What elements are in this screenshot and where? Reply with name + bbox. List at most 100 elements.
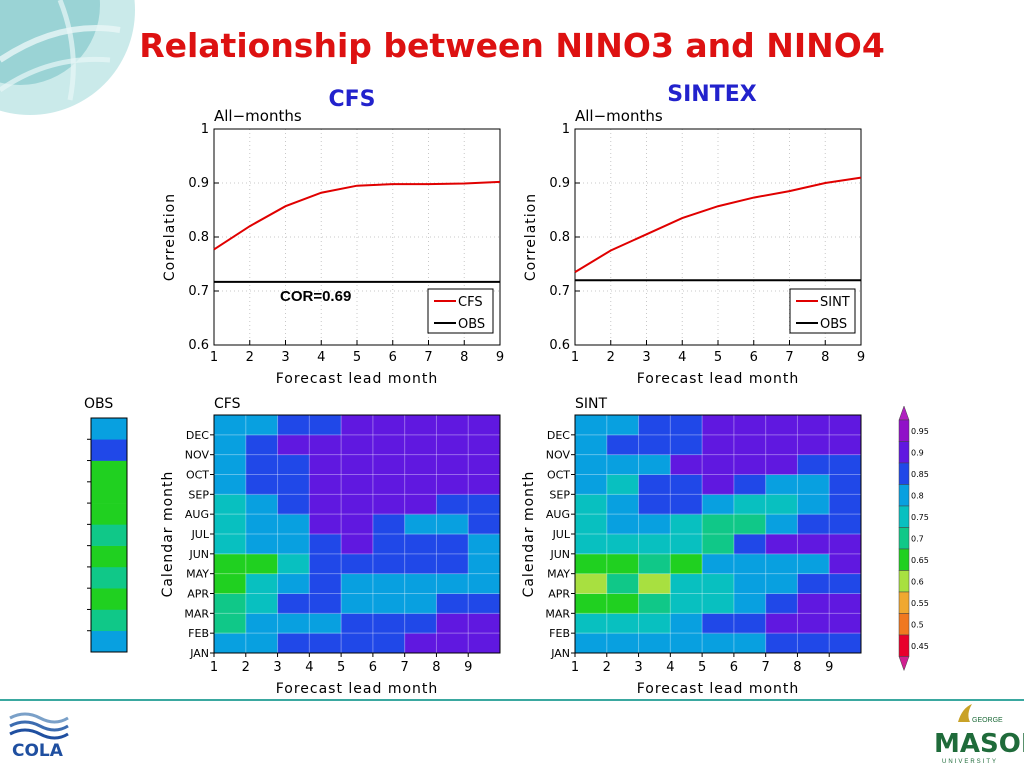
heatmap-cell: [404, 553, 437, 574]
x-axis-label: Forecast lead month: [276, 681, 439, 697]
legend-label: CFS: [458, 295, 483, 310]
heatmap-cell: [309, 534, 342, 555]
series-line-sint: [574, 176, 862, 273]
x-tick-label: 5: [353, 350, 361, 365]
x-tick-label: 6: [389, 350, 397, 365]
heatmap-cell: [341, 434, 374, 455]
x-tick-label: 1: [210, 350, 218, 365]
x-tick-label: 3: [634, 660, 642, 675]
x-tick-label: 7: [785, 350, 793, 365]
heatmap-cell: [309, 613, 342, 634]
heatmap-cell: [214, 633, 247, 654]
obs-cell: [91, 503, 127, 525]
heatmap-cell: [606, 415, 639, 436]
x-tick-label: 5: [698, 660, 706, 675]
y-tick-label: JUN: [188, 548, 209, 561]
heatmap-cell: [372, 494, 405, 515]
colorbar-segment: [898, 462, 910, 485]
y-tick-label: MAR: [545, 607, 570, 620]
heatmap-cell: [214, 434, 247, 455]
heatmap-cell: [245, 494, 278, 515]
x-tick-label: 2: [242, 660, 250, 675]
heatmap-cell: [765, 454, 798, 475]
heatmap-cell: [245, 534, 278, 555]
heatmap-cell: [829, 415, 862, 436]
x-tick-label: 3: [642, 350, 650, 365]
y-tick-label: 0.8: [549, 230, 570, 245]
heatmap-cell: [309, 494, 342, 515]
heatmap-cell: [372, 613, 405, 634]
x-tick-label: 7: [401, 660, 409, 675]
heatmap-cell: [575, 494, 608, 515]
x-tick-label: 2: [607, 350, 615, 365]
heatmap-cell: [733, 573, 766, 594]
y-axis-label: Calendar month: [160, 471, 176, 598]
heatmap-cell: [277, 514, 310, 535]
heatmap-cell: [765, 573, 798, 594]
heatmap-cell: [245, 415, 278, 436]
heatmap-cell: [765, 494, 798, 515]
heatmap-cell: [575, 474, 608, 495]
heatmap-cell: [214, 534, 247, 555]
x-tick-label: 5: [714, 350, 722, 365]
heatmap-cell: [436, 534, 469, 555]
heatmap-cell: [797, 434, 830, 455]
heatmap-cell: [575, 454, 608, 475]
y-tick-label: AUG: [546, 508, 570, 521]
colorbar-label: 0.7: [911, 534, 924, 543]
y-tick-label: 0.7: [549, 284, 570, 299]
y-tick-label: AUG: [185, 508, 209, 521]
heatmap-cell: [372, 514, 405, 535]
heatmap-cell: [341, 593, 374, 614]
heatmap-cell: [436, 633, 469, 654]
x-tick-label: 6: [730, 660, 738, 675]
cola-logo-text: COLA: [12, 741, 64, 761]
heatmap-cell: [638, 415, 671, 436]
heatmap-cell: [733, 434, 766, 455]
heatmap-cell: [670, 633, 703, 654]
heatmap-cell: [309, 474, 342, 495]
heatmap-cell: [670, 593, 703, 614]
colorbar-segment: [898, 591, 910, 614]
heatmap-cell: [702, 514, 735, 535]
heatmap-cell: [277, 553, 310, 574]
y-tick-label: APR: [548, 588, 570, 601]
heatmap-cell: [606, 454, 639, 475]
heatmap-cell: [606, 474, 639, 495]
heatmap-cell: [829, 534, 862, 555]
heatmap-cell: [575, 553, 608, 574]
heatmap-cell: [468, 514, 501, 535]
heatmap-cell: [372, 434, 405, 455]
heatmap-cell: [341, 633, 374, 654]
heatmap-cell: [372, 534, 405, 555]
colorbar-label: 0.95: [911, 427, 929, 436]
heatmap-cell: [372, 474, 405, 495]
heatmap-cell: [372, 573, 405, 594]
heatmap-cell: [733, 633, 766, 654]
heatmap-cell: [670, 534, 703, 555]
heatmap-cell: [670, 474, 703, 495]
heatmap-cell: [404, 514, 437, 535]
heatmap-cell: [638, 494, 671, 515]
heatmap-cell: [468, 415, 501, 436]
heatmap-cell: [277, 434, 310, 455]
y-tick-label: MAY: [547, 568, 570, 581]
colorbar-label: 0.8: [911, 491, 924, 500]
heatmap-cell: [575, 613, 608, 634]
y-tick-label: 0.6: [549, 338, 570, 353]
line-chart-sint: All−months 1 2 3 4 5 6 7 8 9 0.6 0.7 0.8 0.9 1 Forecast…: [523, 107, 865, 387]
left-panel-header: CFS: [328, 87, 375, 112]
legend-label: OBS: [458, 317, 485, 332]
heatmap-cell: [245, 553, 278, 574]
heatmap-cell: [733, 534, 766, 555]
obs-cell: [91, 418, 127, 440]
heatmap-cell: [702, 534, 735, 555]
heatmap-cell: [670, 573, 703, 594]
annotation-cor: COR=0.69: [280, 288, 351, 305]
heatmap-cell: [606, 434, 639, 455]
heatmap-cell: [436, 553, 469, 574]
cola-wave-icon: [9, 712, 69, 724]
heatmap-cell: [245, 454, 278, 475]
x-tick-label: 1: [210, 660, 218, 675]
y-tick-label: 0.8: [188, 230, 209, 245]
